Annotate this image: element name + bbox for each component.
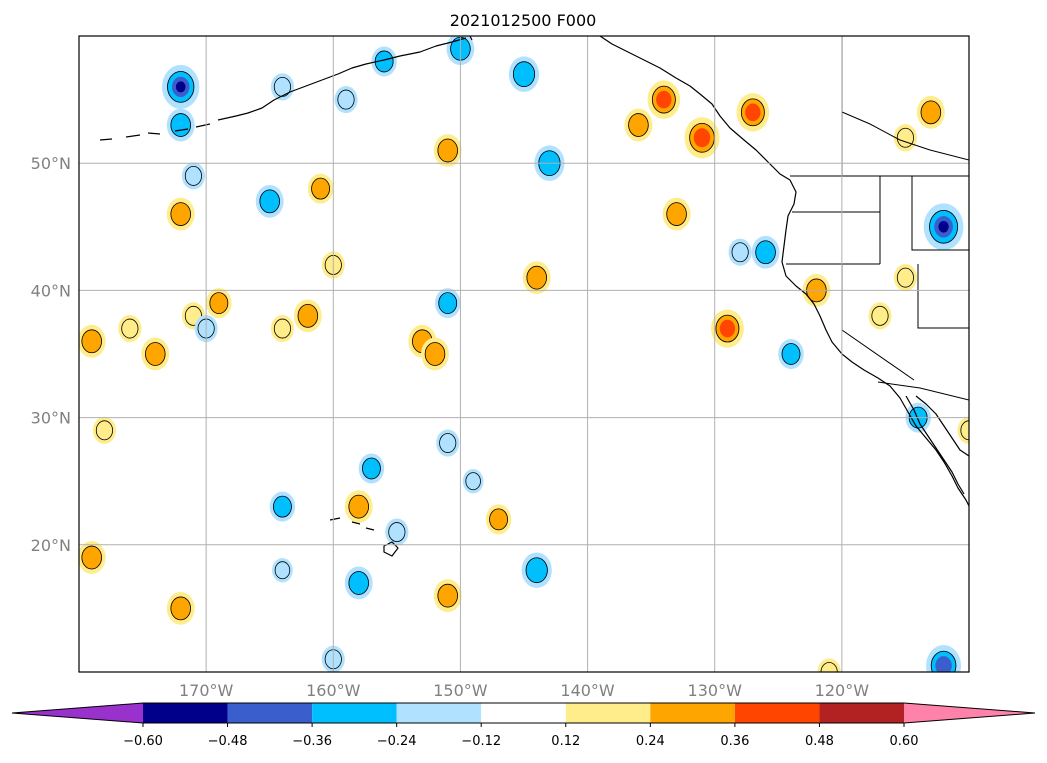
contour-blob — [684, 117, 720, 159]
colorbar-segment — [481, 703, 566, 723]
contour-blob — [141, 337, 170, 371]
contour-features — [79, 36, 969, 672]
contour-blob — [522, 261, 551, 295]
contour-blob — [893, 264, 917, 292]
canada-province-border — [841, 111, 969, 161]
contour-blob — [711, 309, 744, 348]
contour-blob — [436, 429, 460, 457]
contour-blob — [166, 197, 195, 231]
lon-tick-label: 170°W — [179, 681, 234, 700]
contour-blob — [181, 162, 205, 190]
figure-title: 2021012500 F000 — [450, 11, 597, 30]
contour-blob — [307, 173, 334, 204]
contour-blob — [344, 566, 373, 600]
contour-blob — [371, 46, 397, 77]
contour-blob — [358, 453, 385, 484]
contour-blob — [778, 339, 804, 369]
colorbar-segment — [227, 703, 313, 723]
colorbar-tick-label: −0.36 — [292, 734, 332, 749]
contour-blob — [255, 184, 284, 218]
colorbar-segment — [565, 703, 651, 723]
longitude-labels: 170°W 160°W 150°W 140°W 130°W 120°W — [179, 681, 869, 700]
contour-blob — [118, 314, 142, 343]
colorbar-extend-high — [904, 703, 1035, 723]
lon-tick-label: 120°W — [815, 681, 870, 700]
colorbar-segment — [650, 703, 735, 723]
contour-blob — [957, 416, 969, 444]
colorbar-tick-label: 0.48 — [805, 734, 834, 749]
contour-blob — [462, 469, 484, 494]
contour-blob — [206, 288, 232, 319]
colorbar: −0.60 −0.48 −0.36 −0.24 −0.12 0.12 0.24 0.36 0.4… — [11, 702, 1036, 749]
contour-blob — [647, 80, 681, 119]
contour-blob — [736, 93, 770, 132]
contour-blob — [893, 124, 917, 152]
contour-blob — [662, 197, 691, 231]
contour-blob — [79, 541, 106, 574]
lon-tick-label: 150°W — [433, 681, 488, 700]
lon-tick-label: 130°W — [688, 681, 743, 700]
contour-blob — [868, 302, 892, 330]
gulf-of-california — [915, 395, 969, 457]
hawaii-islands — [329, 517, 399, 557]
contour-blob — [166, 592, 195, 625]
contour-blob — [751, 235, 780, 269]
lat-tick-label: 50°N — [31, 154, 71, 173]
map-frame — [78, 35, 970, 673]
lat-tick-label: 20°N — [31, 536, 71, 555]
alaska-south-coast — [469, 36, 791, 181]
colorbar-segment — [819, 703, 904, 723]
us-mexico-border — [877, 381, 969, 401]
contour-blob — [923, 203, 964, 251]
contour-blob — [485, 504, 512, 535]
colorbar-tick-label: −0.12 — [461, 734, 501, 749]
contour-blob — [521, 552, 552, 589]
gridlines — [79, 36, 969, 672]
aleutian-islands — [99, 37, 467, 141]
lon-tick-label: 160°W — [306, 681, 361, 700]
colorbar-extend-low — [12, 703, 143, 723]
contour-blob — [433, 134, 462, 167]
contour-blob — [270, 314, 294, 343]
colorbar-segment — [734, 703, 820, 723]
contour-blob — [79, 324, 106, 358]
colorbar-tick-label: 0.36 — [720, 734, 749, 749]
colorbar-tick-label: −0.60 — [123, 734, 163, 749]
contour-blob — [433, 579, 462, 613]
colorbar-segment — [143, 703, 228, 723]
lat-tick-label: 30°N — [31, 409, 71, 428]
contour-blob — [166, 108, 195, 142]
contour-blob — [269, 491, 296, 522]
colorbar-segment — [396, 703, 482, 723]
state-border-mt — [911, 176, 969, 251]
contour-blob — [926, 645, 962, 672]
colorbar-tick-label: 0.24 — [636, 734, 665, 749]
contour-blob — [162, 64, 200, 109]
contour-blob — [272, 558, 293, 583]
contour-blob — [92, 416, 116, 444]
contour-blob — [728, 238, 752, 266]
contour-blob — [293, 299, 322, 333]
colorbar-tick-label: 0.60 — [890, 734, 919, 749]
colorbar-tick-label: −0.24 — [377, 734, 417, 749]
contour-blob — [916, 95, 945, 129]
contour-blob — [508, 56, 540, 92]
colorbar-segment — [312, 703, 397, 723]
lon-tick-label: 140°W — [560, 681, 615, 700]
contour-blob — [421, 337, 449, 371]
colorbar-tick-label: 0.12 — [551, 734, 580, 749]
contour-blob — [344, 490, 373, 524]
latitude-labels: 50°N 40°N 30°N 20°N — [31, 154, 71, 555]
colorbar-tick-label: −0.48 — [208, 734, 248, 749]
contour-blob — [334, 86, 358, 114]
state-border-ut — [917, 264, 969, 329]
lat-tick-label: 40°N — [31, 281, 71, 300]
contour-blob — [624, 108, 653, 142]
contour-blob — [385, 518, 409, 546]
baja-california — [905, 395, 965, 495]
contour-blob — [434, 288, 461, 319]
